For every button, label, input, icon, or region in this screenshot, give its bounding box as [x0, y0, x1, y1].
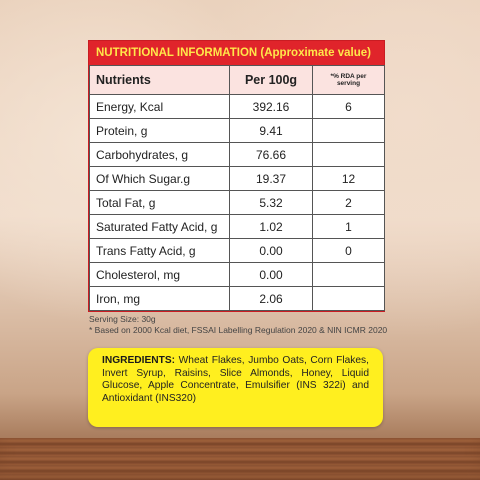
nutrient-name: Cholesterol, mg [89, 262, 230, 287]
nutrient-value: 1 [312, 214, 385, 239]
nutrient-value: 5.32 [229, 190, 313, 215]
nutrient-value [312, 142, 385, 167]
nutrition-card: NUTRITIONAL INFORMATION (Approximate val… [88, 40, 385, 312]
nutrient-name: Trans Fatty Acid, g [89, 238, 230, 263]
nutrient-name: Protein, g [89, 118, 230, 143]
header-row: Nutrients Per 100g *% RDA per serving [89, 65, 385, 95]
serving-size: Serving Size: 30g [89, 314, 156, 324]
nutrient-name: Energy, Kcal [89, 94, 230, 119]
table-row: Energy, Kcal 392.16 6 [89, 94, 385, 119]
nutrient-value: 19.37 [229, 166, 313, 191]
table-row: Iron, mg 2.06 [89, 286, 385, 311]
column-header: *% RDA per serving [312, 65, 385, 95]
ingredients-box: INGREDIENTS: Wheat Flakes, Jumbo Oats, C… [88, 348, 383, 427]
column-header: Nutrients [89, 65, 230, 95]
nutrition-table: Nutrients Per 100g *% RDA per serving En… [89, 65, 385, 311]
table-row: Total Fat, g 5.32 2 [89, 190, 385, 215]
nutrient-value: 2 [312, 190, 385, 215]
nutrient-value: 392.16 [229, 94, 313, 119]
nutrient-value: 76.66 [229, 142, 313, 167]
card-title: NUTRITIONAL INFORMATION (Approximate val… [89, 41, 384, 65]
table-row: Protein, g 9.41 [89, 118, 385, 143]
nutrient-value: 1.02 [229, 214, 313, 239]
nutrient-value: 0.00 [229, 262, 313, 287]
nutrient-name: Of Which Sugar.g [89, 166, 230, 191]
nutrient-value: 0 [312, 238, 385, 263]
ingredients-label: INGREDIENTS: [102, 355, 176, 366]
column-header: Per 100g [229, 65, 313, 95]
nutrient-value [312, 118, 385, 143]
nutrient-value: 6 [312, 94, 385, 119]
nutrient-name: Carbohydrates, g [89, 142, 230, 167]
nutrient-value: 9.41 [229, 118, 313, 143]
nutrient-name: Saturated Fatty Acid, g [89, 214, 230, 239]
table-row: Carbohydrates, g 76.66 [89, 142, 385, 167]
nutrient-value: 2.06 [229, 286, 313, 311]
nutrient-value: 12 [312, 166, 385, 191]
footnote: * Based on 2000 Kcal diet, FSSAI Labelli… [89, 325, 388, 335]
nutrient-value: 0.00 [229, 238, 313, 263]
ingredients-text: Wheat Flakes, Jumbo Oats, Corn Flakes, I… [102, 355, 369, 404]
table-row: Saturated Fatty Acid, g 1.02 1 [89, 214, 385, 239]
table-row: Of Which Sugar.g 19.37 12 [89, 166, 385, 191]
table-row: Trans Fatty Acid, g 0.00 0 [89, 238, 385, 263]
nutrient-name: Iron, mg [89, 286, 230, 311]
nutrient-name: Total Fat, g [89, 190, 230, 215]
wooden-table [0, 438, 480, 480]
nutrient-value [312, 262, 385, 287]
nutrient-value [312, 286, 385, 311]
table-row: Cholesterol, mg 0.00 [89, 262, 385, 287]
